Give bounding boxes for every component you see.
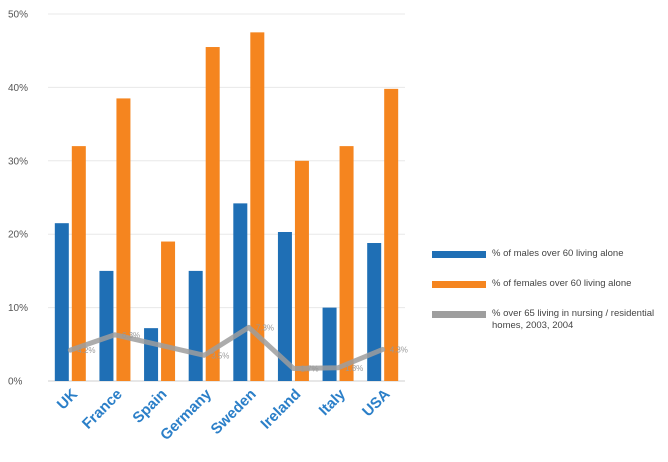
line-data-label: 7.3%	[256, 323, 274, 332]
legend-item-males: % of males over 60 living alone	[432, 248, 668, 260]
bars	[54, 32, 399, 382]
line-data-label: 4.3%	[390, 345, 408, 354]
male-bar-spain	[144, 328, 159, 381]
legend-swatch-females	[432, 281, 486, 288]
line-data-label: 1.7%	[300, 365, 318, 374]
female-bar-usa	[384, 88, 399, 382]
y-tick-label: 20%	[8, 230, 28, 241]
y-tick-label: 50%	[8, 10, 28, 21]
female-bar-sweden	[250, 32, 265, 381]
male-bar-ireland	[277, 231, 292, 381]
female-bar-ireland	[294, 160, 309, 381]
line-data-label: 1.8%	[345, 364, 363, 373]
legend-swatch-nursing	[432, 311, 486, 318]
legend-label-nursing: % over 65 living in nursing / residentia…	[492, 308, 655, 331]
legend-swatch-males	[432, 251, 486, 258]
legend: % of males over 60 living alone % of fem…	[432, 248, 668, 350]
y-tick-label: 10%	[8, 303, 28, 314]
x-tick-label-france: France	[79, 386, 126, 433]
line-data-label: 3.5%	[211, 351, 229, 360]
legend-label-females: % of females over 60 living alone	[492, 278, 632, 289]
female-bar-italy	[339, 146, 354, 381]
line-data-label: 4.2%	[77, 346, 95, 355]
x-tick-label-uk: UK	[54, 386, 81, 413]
x-tick-label-ireland: Ireland	[257, 386, 304, 433]
legend-label-males: % of males over 60 living alone	[492, 248, 624, 259]
y-tick-label: 40%	[8, 83, 28, 94]
y-tick-label: 0%	[8, 377, 23, 388]
male-bar-usa	[367, 243, 382, 381]
legend-item-females: % of females over 60 living alone	[432, 278, 668, 290]
male-bar-uk	[54, 223, 69, 381]
nursing-home-series-line	[67, 324, 386, 372]
male-bar-france	[99, 270, 114, 381]
x-tick-label-spain: Spain	[129, 386, 170, 427]
x-tick-label-usa: USA	[359, 386, 394, 421]
x-tick-label-sweden: Sweden	[208, 386, 260, 438]
female-bar-spain	[161, 241, 176, 381]
male-bar-italy	[322, 307, 337, 381]
y-axis: 0% 10% 20% 30% 40% 50%	[8, 10, 28, 388]
male-bar-germany	[188, 270, 203, 381]
y-tick-label: 30%	[8, 156, 28, 167]
male-bar-sweden	[233, 203, 248, 381]
female-bar-germany	[205, 47, 220, 381]
line-data-label: 6.3%	[122, 331, 140, 340]
female-bar-uk	[71, 146, 86, 381]
x-tick-label-italy: Italy	[316, 385, 350, 419]
nursing-home-line: 4.2% 6.3% 3.5% 7.3% 1.7% 1.8% 4.3%	[67, 323, 408, 374]
legend-item-nursing: % over 65 living in nursing / residentia…	[432, 308, 668, 332]
female-bar-france	[116, 98, 131, 381]
